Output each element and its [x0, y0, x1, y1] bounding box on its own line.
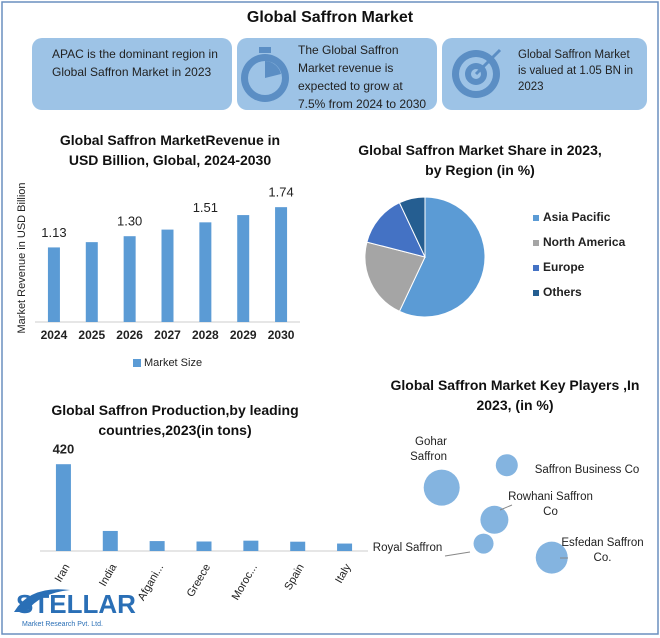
stopwatch-icon: [241, 47, 289, 102]
pie-slice: [398, 196, 486, 318]
legend-swatch: [533, 265, 539, 271]
bubble: [480, 505, 509, 534]
bar: [47, 247, 60, 322]
legend-swatch: [533, 215, 539, 221]
bubble-label: Rowhani Saffron Co: [508, 491, 593, 518]
page-title: Global Saffron Market: [246, 9, 414, 26]
legend-label: North America: [543, 235, 626, 249]
bubble: [473, 533, 494, 554]
card: [237, 38, 437, 110]
bar: [237, 215, 250, 322]
bubble: [495, 454, 518, 477]
bubble-label: Saffron Business Co: [534, 464, 640, 476]
bar: [196, 541, 212, 551]
x-tick-label: Iran: [53, 562, 73, 584]
leader-line: [444, 551, 471, 557]
legend-label: Others: [543, 285, 582, 299]
bar: [55, 464, 71, 551]
chart-title: Global Saffron Production,by leading cou…: [51, 402, 299, 438]
pie-slice: [364, 241, 426, 312]
x-tick-label: Italy: [333, 562, 354, 586]
bubble-label: Gohar Saffron: [410, 436, 447, 463]
bar: [161, 229, 174, 322]
x-tick-label: 2027: [154, 328, 181, 342]
chart-title: Global Saffron Market Share in 2023, by …: [358, 142, 602, 178]
logo-name: STELLAR: [16, 589, 136, 619]
bar: [102, 530, 118, 551]
logo-tagline: Market Research Pvt. Ltd.: [22, 621, 103, 628]
data-label: 1.74: [268, 185, 293, 200]
x-tick-label: 2026: [116, 328, 143, 342]
x-tick-label: Spain: [282, 562, 306, 592]
pie-slice: [366, 202, 426, 258]
x-tick-label: 2024: [41, 328, 68, 342]
card-text: Global Saffron Market is valued at 1.05 …: [518, 49, 634, 93]
x-tick-label: 2030: [268, 328, 295, 342]
data-label: 1.30: [117, 214, 142, 229]
y-axis-label: Market Revenue in USD Billion: [16, 182, 28, 333]
card: [32, 38, 232, 110]
x-tick-label: 2029: [230, 328, 257, 342]
legend-swatch: [533, 240, 539, 246]
legend-label: Europe: [543, 260, 585, 274]
bubble: [423, 469, 460, 506]
bar: [85, 242, 98, 322]
bar: [123, 236, 136, 322]
card-text: The Global Saffron Market revenue is exp…: [298, 43, 427, 111]
legend-label: Asia Pacific: [543, 210, 611, 224]
legend-swatch: [533, 290, 539, 296]
target-icon: [452, 48, 502, 98]
bubble-label: Royal Saffron: [372, 542, 443, 554]
bar: [290, 541, 306, 551]
bar: [149, 541, 165, 551]
card-text: APAC is the dominant region in Global Sa…: [52, 47, 218, 79]
bar: [337, 543, 353, 551]
bubble-label: Esfedan Saffron Co.: [561, 537, 644, 564]
chart-title: Global Saffron Market Key Players ,In 20…: [390, 377, 640, 413]
legend-swatch: [133, 359, 141, 367]
bubble: [535, 541, 568, 574]
bar: [275, 207, 288, 322]
legend-label: Market Size: [144, 357, 202, 369]
x-tick-label: 2025: [78, 328, 105, 342]
logo: STELLAR Market Research Pvt. Ltd.: [14, 589, 136, 628]
bar: [199, 222, 212, 322]
data-label: 420: [53, 442, 75, 457]
x-tick-label: Moroc...: [230, 562, 260, 602]
x-tick-label: Afgani...: [136, 562, 167, 603]
leader-line: [499, 504, 513, 511]
data-label: 1.13: [41, 225, 66, 240]
x-tick-label: 2028: [192, 328, 219, 342]
chart-title: Global Saffron MarketRevenue in USD Bill…: [59, 132, 281, 168]
x-tick-label: Greece: [185, 562, 213, 599]
data-label: 1.51: [193, 200, 218, 215]
x-tick-label: India: [97, 561, 120, 588]
bar: [243, 540, 259, 551]
pie-slice: [398, 196, 426, 258]
